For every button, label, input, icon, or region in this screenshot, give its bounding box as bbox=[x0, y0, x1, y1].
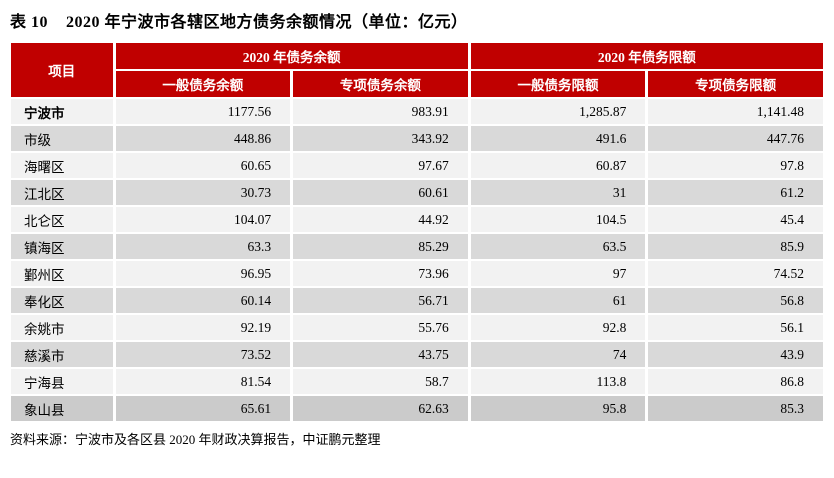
table-row: 宁波市 1177.56 983.91 1,285.87 1,141.48 bbox=[11, 99, 823, 124]
row-value: 63.5 bbox=[470, 234, 646, 259]
row-value: 1,141.48 bbox=[648, 99, 823, 124]
row-value: 1,285.87 bbox=[470, 99, 646, 124]
row-name: 北仑区 bbox=[11, 207, 113, 232]
row-value: 74 bbox=[470, 342, 646, 367]
row-value: 73.52 bbox=[115, 342, 291, 367]
table-title-text: 2020 年宁波市各辖区地方债务余额情况（单位：亿元） bbox=[66, 14, 468, 31]
row-value: 56.1 bbox=[648, 315, 823, 340]
row-value: 60.87 bbox=[470, 153, 646, 178]
row-value: 45.4 bbox=[648, 207, 823, 232]
row-value: 96.95 bbox=[115, 261, 291, 286]
row-name: 余姚市 bbox=[11, 315, 113, 340]
row-value: 92.8 bbox=[470, 315, 646, 340]
row-value: 85.29 bbox=[293, 234, 468, 259]
row-value: 44.92 bbox=[293, 207, 468, 232]
header-corner-item: 项目 bbox=[11, 43, 113, 97]
table-row: 江北区 30.73 60.61 31 61.2 bbox=[11, 180, 823, 205]
row-value: 65.61 bbox=[115, 396, 291, 421]
header-group-balance: 2020 年债务余额 bbox=[115, 43, 468, 69]
row-value: 104.5 bbox=[470, 207, 646, 232]
header-group-limit: 2020 年债务限额 bbox=[470, 43, 823, 69]
row-name: 慈溪市 bbox=[11, 342, 113, 367]
row-name: 江北区 bbox=[11, 180, 113, 205]
row-value: 113.8 bbox=[470, 369, 646, 394]
table-row: 北仑区 104.07 44.92 104.5 45.4 bbox=[11, 207, 823, 232]
table-row: 市级 448.86 343.92 491.6 447.76 bbox=[11, 126, 823, 151]
row-value: 95.8 bbox=[470, 396, 646, 421]
row-value: 343.92 bbox=[293, 126, 468, 151]
table-title: 表 10 2020 年宁波市各辖区地方债务余额情况（单位：亿元） bbox=[10, 8, 826, 32]
row-value: 86.8 bbox=[648, 369, 823, 394]
row-value: 43.9 bbox=[648, 342, 823, 367]
table-row: 奉化区 60.14 56.71 61 56.8 bbox=[11, 288, 823, 313]
row-name: 奉化区 bbox=[11, 288, 113, 313]
row-value: 983.91 bbox=[293, 99, 468, 124]
row-value: 97.8 bbox=[648, 153, 823, 178]
row-value: 447.76 bbox=[648, 126, 823, 151]
row-value: 60.65 bbox=[115, 153, 291, 178]
row-value: 63.3 bbox=[115, 234, 291, 259]
row-name: 象山县 bbox=[11, 396, 113, 421]
row-value: 55.76 bbox=[293, 315, 468, 340]
source-note: 资料来源：宁波市及各区县 2020 年财政决算报告，中证鹏元整理 bbox=[10, 432, 381, 447]
row-value: 85.9 bbox=[648, 234, 823, 259]
row-name: 鄞州区 bbox=[11, 261, 113, 286]
table-number: 表 10 bbox=[10, 14, 49, 31]
row-value: 97 bbox=[470, 261, 646, 286]
table-row: 慈溪市 73.52 43.75 74 43.9 bbox=[11, 342, 823, 367]
row-value: 60.14 bbox=[115, 288, 291, 313]
row-value: 491.6 bbox=[470, 126, 646, 151]
table-row: 宁海县 81.54 58.7 113.8 86.8 bbox=[11, 369, 823, 394]
table-row: 海曙区 60.65 97.67 60.87 97.8 bbox=[11, 153, 823, 178]
row-value: 43.75 bbox=[293, 342, 468, 367]
header-special-limit: 专项债务限额 bbox=[648, 71, 823, 97]
row-value: 448.86 bbox=[115, 126, 291, 151]
row-value: 1177.56 bbox=[115, 99, 291, 124]
header-general-limit: 一般债务限额 bbox=[470, 71, 646, 97]
table-row: 镇海区 63.3 85.29 63.5 85.9 bbox=[11, 234, 823, 259]
table-header: 项目 2020 年债务余额 2020 年债务限额 一般债务余额 专项债务余额 一… bbox=[11, 43, 823, 97]
row-value: 30.73 bbox=[115, 180, 291, 205]
table-row: 象山县 65.61 62.63 95.8 85.3 bbox=[11, 396, 823, 421]
row-value: 97.67 bbox=[293, 153, 468, 178]
row-value: 56.8 bbox=[648, 288, 823, 313]
row-value: 56.71 bbox=[293, 288, 468, 313]
row-value: 81.54 bbox=[115, 369, 291, 394]
row-name: 宁海县 bbox=[11, 369, 113, 394]
row-name: 海曙区 bbox=[11, 153, 113, 178]
table-row: 鄞州区 96.95 73.96 97 74.52 bbox=[11, 261, 823, 286]
table-body: 宁波市 1177.56 983.91 1,285.87 1,141.48 市级 448.86… bbox=[11, 99, 823, 421]
row-value: 31 bbox=[470, 180, 646, 205]
row-name: 镇海区 bbox=[11, 234, 113, 259]
row-value: 61.2 bbox=[648, 180, 823, 205]
row-value: 104.07 bbox=[115, 207, 291, 232]
row-value: 61 bbox=[470, 288, 646, 313]
header-general-balance: 一般债务余额 bbox=[115, 71, 291, 97]
row-name: 市级 bbox=[11, 126, 113, 151]
row-value: 60.61 bbox=[293, 180, 468, 205]
row-value: 92.19 bbox=[115, 315, 291, 340]
table-row: 余姚市 92.19 55.76 92.8 56.1 bbox=[11, 315, 823, 340]
row-value: 58.7 bbox=[293, 369, 468, 394]
row-value: 73.96 bbox=[293, 261, 468, 286]
row-value: 74.52 bbox=[648, 261, 823, 286]
row-value: 85.3 bbox=[648, 396, 823, 421]
header-special-balance: 专项债务余额 bbox=[293, 71, 468, 97]
row-value: 62.63 bbox=[293, 396, 468, 421]
debt-balance-table: 项目 2020 年债务余额 2020 年债务限额 一般债务余额 专项债务余额 一… bbox=[8, 41, 826, 423]
row-name: 宁波市 bbox=[11, 99, 113, 124]
